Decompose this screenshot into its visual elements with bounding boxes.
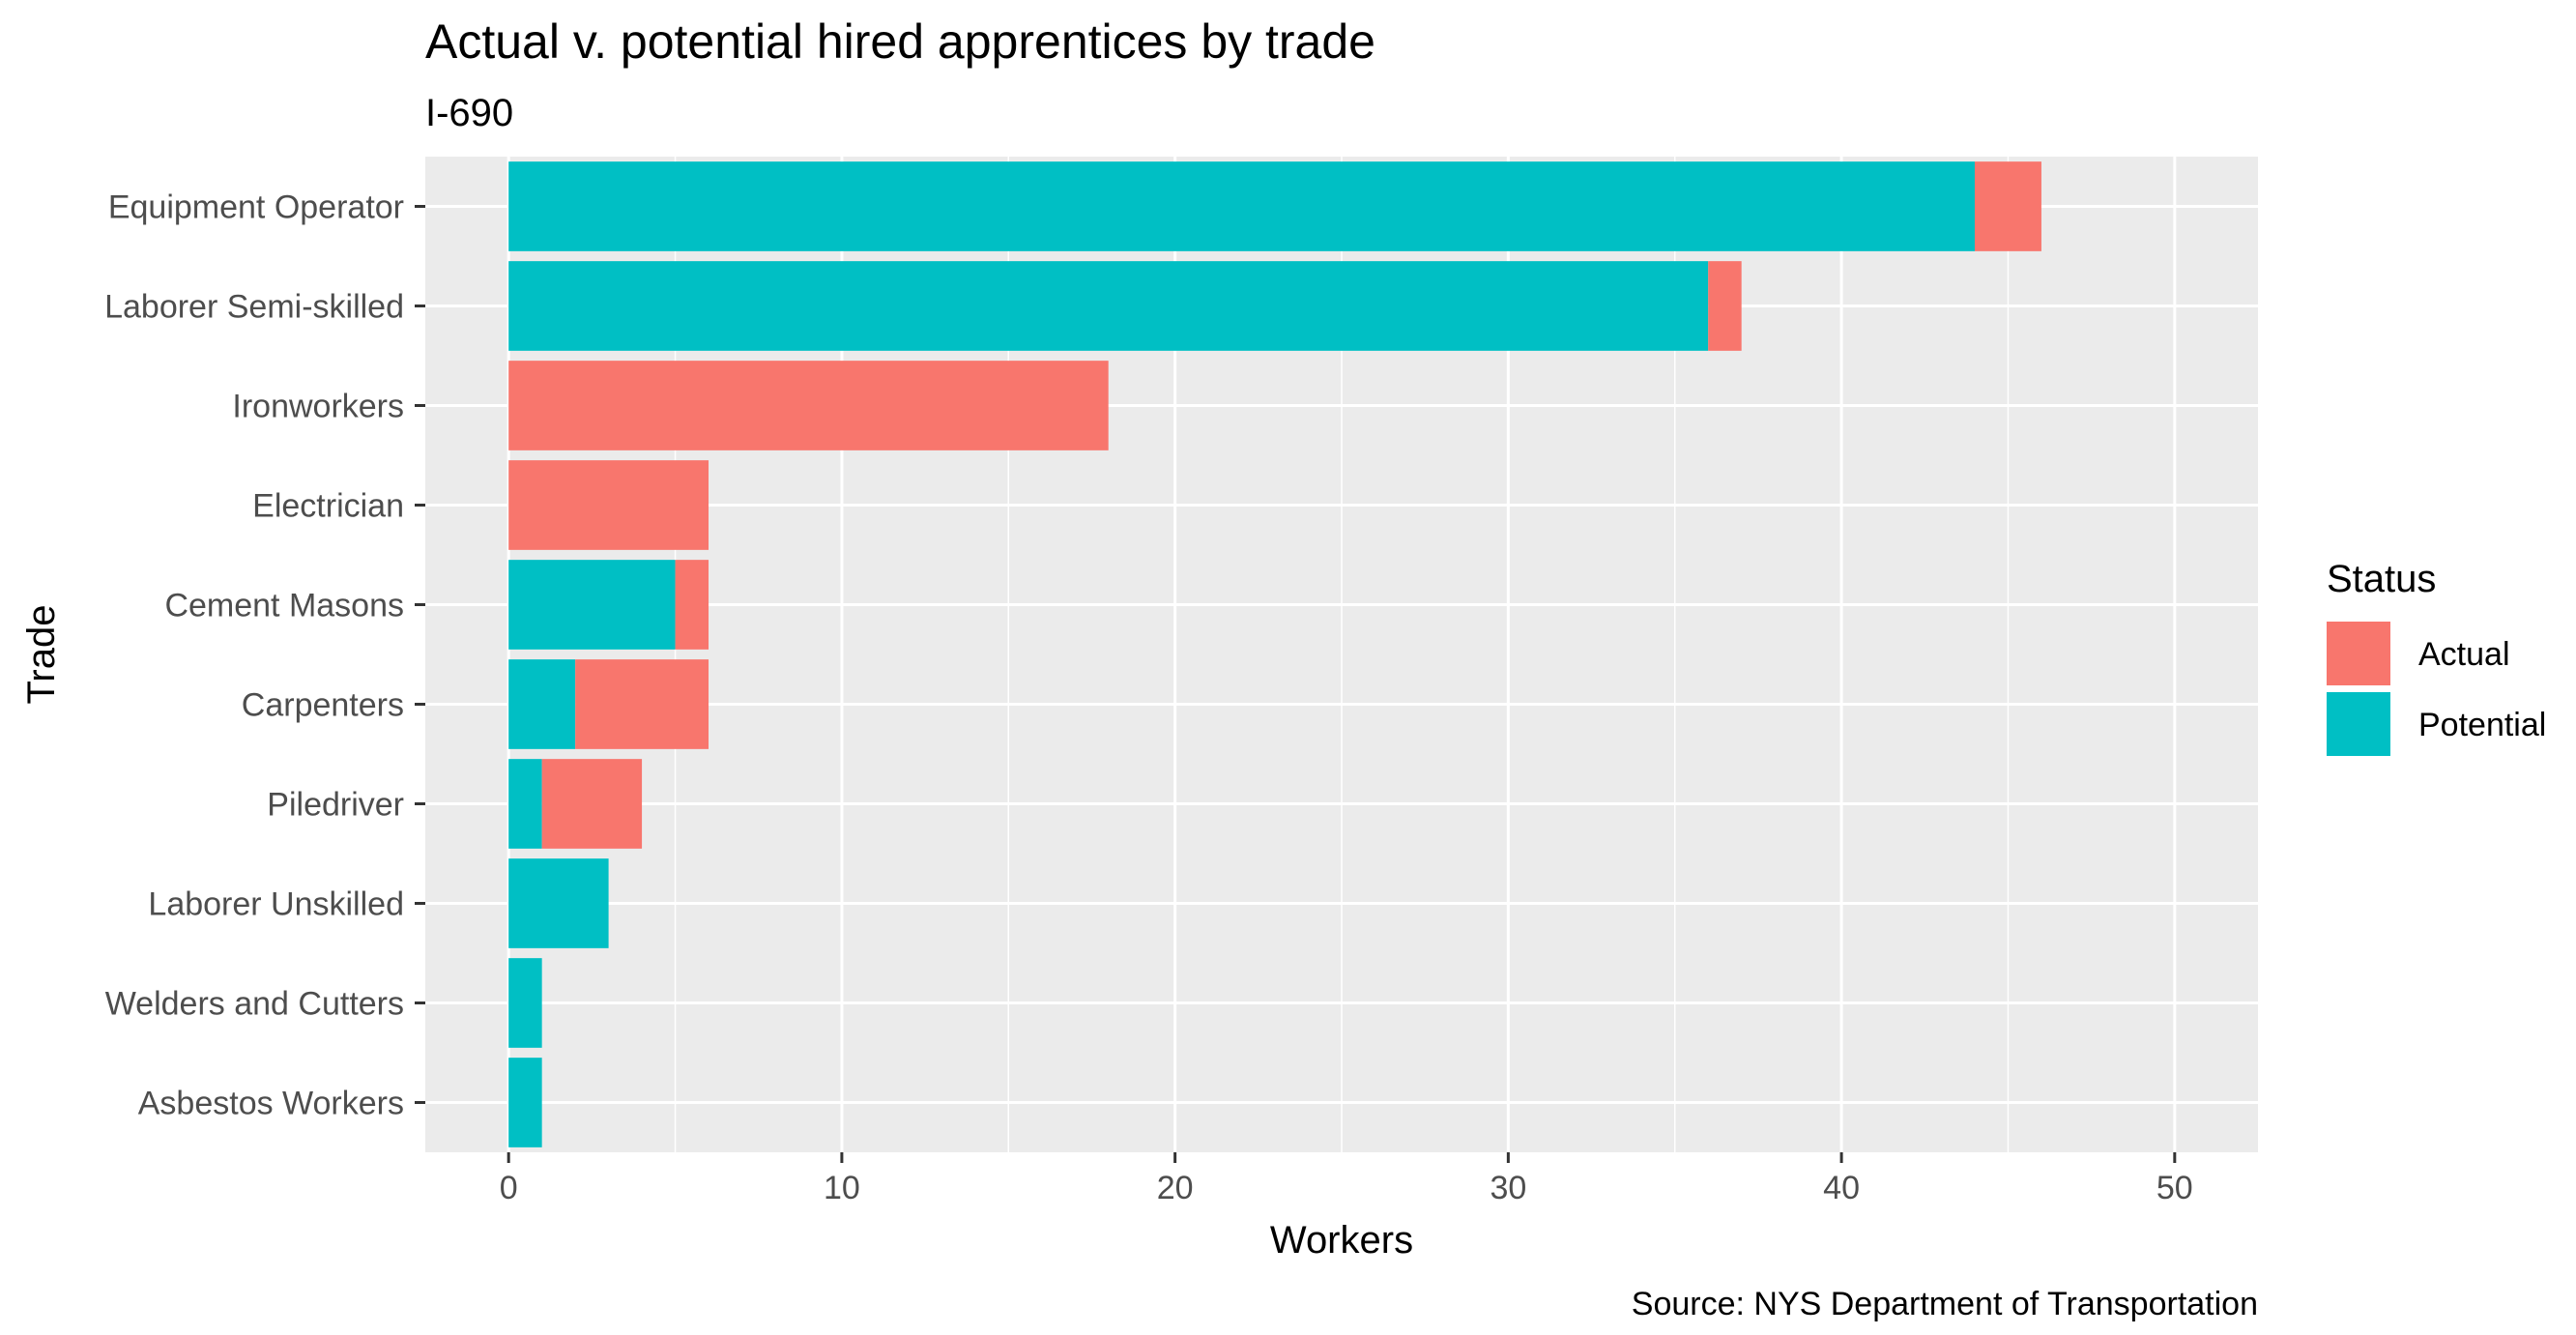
- legend-key-potential: [2327, 692, 2390, 756]
- y-tick-label: Laborer Semi-skilled: [104, 289, 404, 326]
- y-tick-label: Welders and Cutters: [105, 986, 404, 1023]
- x-axis: 0 10 20 30 40 50: [500, 1152, 2193, 1206]
- bar-actual-carpenters: [575, 659, 709, 749]
- bar-actual-electrician: [508, 460, 709, 550]
- x-axis-title: Workers: [1270, 1219, 1413, 1262]
- chart-subtitle: I-690: [425, 92, 513, 134]
- y-tick-label: Asbestos Workers: [138, 1086, 404, 1122]
- x-tick-label: 10: [824, 1170, 860, 1206]
- bar-actual-ironworkers: [508, 361, 1109, 450]
- y-tick-label: Ironworkers: [232, 389, 404, 425]
- legend-title: Status: [2327, 558, 2436, 600]
- bar-potential-asbestos-workers: [508, 1058, 542, 1147]
- x-tick-label: 30: [1490, 1170, 1526, 1206]
- bar-potential-piledriver: [508, 759, 542, 849]
- y-axis: Equipment Operator Laborer Semi-skilled Ir…: [104, 189, 425, 1122]
- y-tick-label: Electrician: [252, 488, 404, 525]
- y-tick-label: Cement Masons: [164, 588, 404, 624]
- bar-actual-equipment-operator: [1974, 161, 2041, 251]
- legend-label-actual: Actual: [2418, 636, 2510, 673]
- legend: Status Actual Potential: [2327, 558, 2546, 756]
- y-tick-label: Equipment Operator: [108, 189, 404, 226]
- y-tick-label: Carpenters: [242, 687, 404, 724]
- bar-actual-cement-masons: [675, 560, 709, 650]
- bar-potential-laborer-unskilled: [508, 858, 609, 948]
- y-axis-title: Trade: [20, 604, 63, 704]
- bar-actual-piledriver: [541, 759, 643, 849]
- x-tick-label: 0: [500, 1170, 518, 1206]
- x-tick-label: 50: [2156, 1170, 2193, 1206]
- x-tick-label: 40: [1823, 1170, 1860, 1206]
- x-tick-label: 20: [1157, 1170, 1194, 1206]
- y-tick-label: Piledriver: [267, 787, 404, 824]
- bar-potential-cement-masons: [508, 560, 676, 650]
- chart-title: Actual v. potential hired apprentices by…: [425, 15, 1375, 69]
- y-tick-label: Laborer Unskilled: [148, 886, 404, 923]
- bar-potential-laborer-semi-skilled: [508, 261, 1709, 351]
- bar-actual-laborer-semi-skilled: [1708, 261, 1742, 351]
- source-caption: Source: NYS Department of Transportation: [1632, 1286, 2258, 1322]
- legend-label-potential: Potential: [2418, 707, 2546, 743]
- bar-layer: [508, 161, 2041, 1147]
- bar-potential-equipment-operator: [508, 161, 1975, 251]
- bar-potential-carpenters: [508, 659, 576, 749]
- legend-key-actual: [2327, 622, 2390, 685]
- bar-potential-welders-and-cutters: [508, 958, 542, 1048]
